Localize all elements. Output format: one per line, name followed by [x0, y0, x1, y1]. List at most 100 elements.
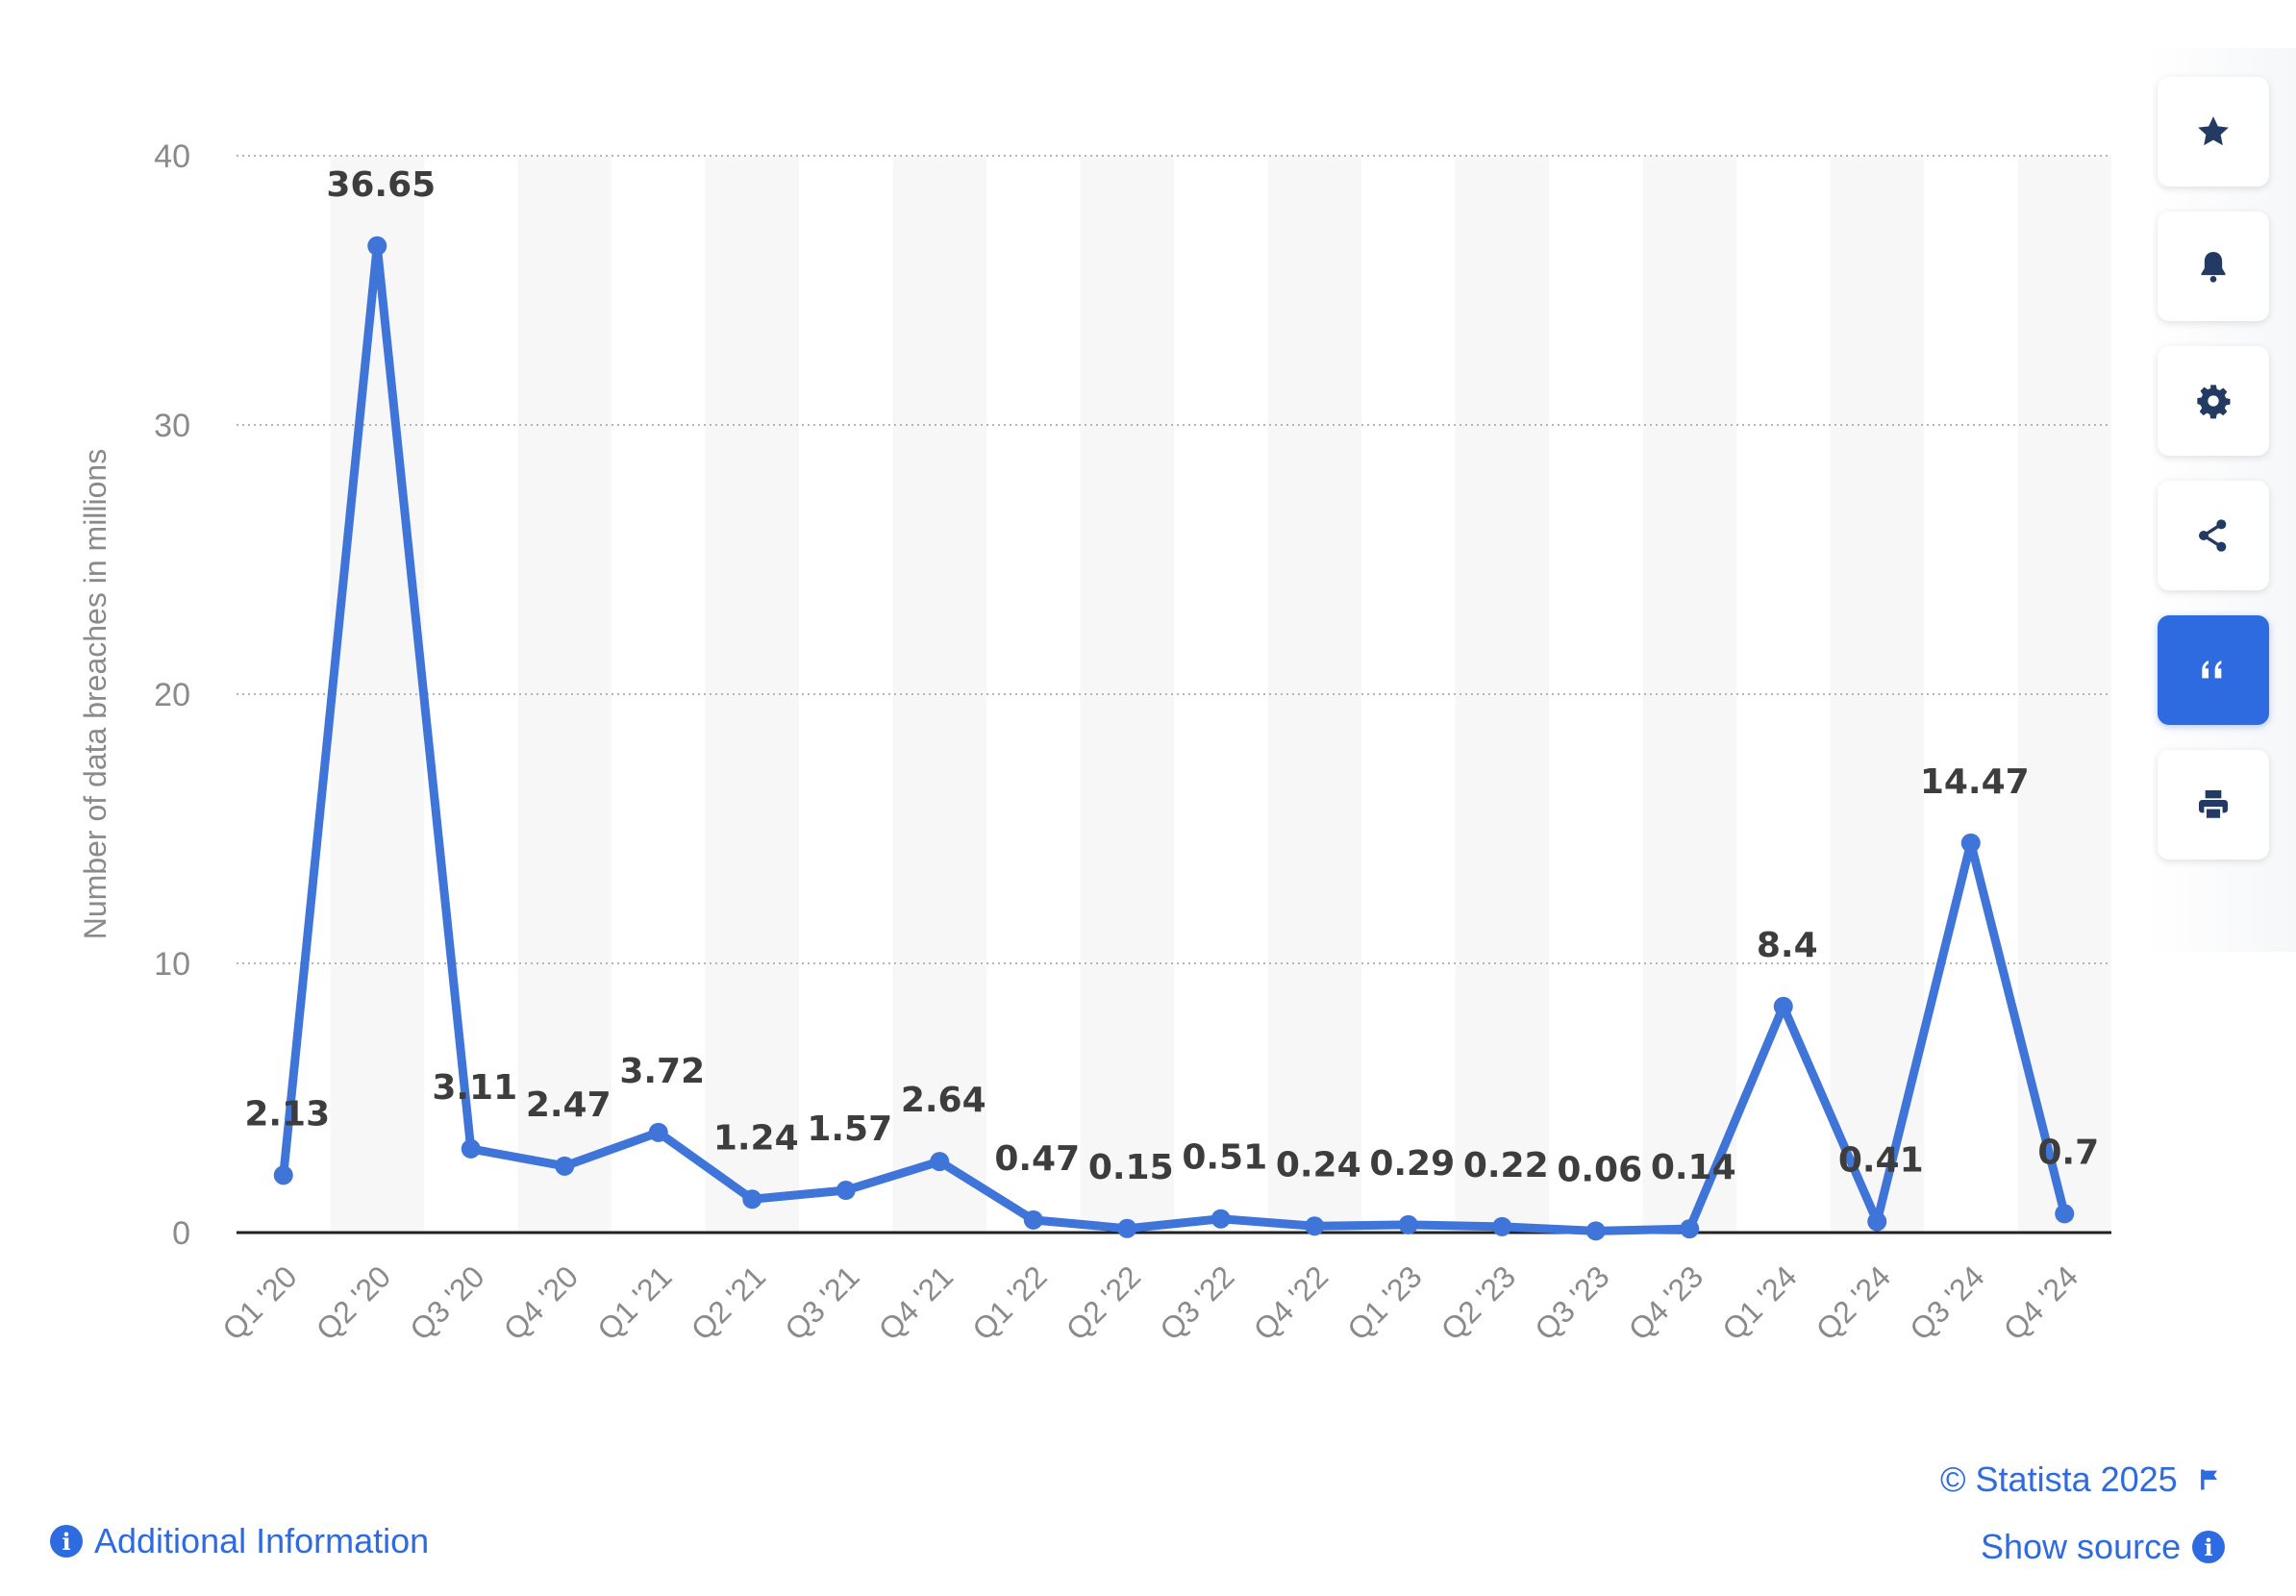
data-point[interactable]	[1210, 1209, 1231, 1229]
cite-button[interactable]	[2158, 615, 2269, 725]
x-tick-label: Q2 '20	[310, 1259, 397, 1346]
x-tick-label: Q4 '23	[1622, 1259, 1710, 1346]
data-point[interactable]	[1117, 1218, 1137, 1238]
category-band	[705, 156, 799, 1233]
printer-icon	[2199, 790, 2228, 821]
star-icon	[2198, 116, 2229, 146]
x-tick-label: Q1 '22	[965, 1259, 1053, 1346]
additional-information-text: Additional Information	[94, 1521, 430, 1560]
notification-button[interactable]	[2158, 212, 2269, 321]
x-tick-label: Q4 '20	[497, 1259, 585, 1346]
data-label: 1.24	[713, 1118, 799, 1158]
x-tick-label: Q3 '22	[1153, 1259, 1240, 1346]
y-tick-label: 30	[154, 408, 190, 444]
data-point[interactable]	[1398, 1214, 1418, 1234]
data-points	[273, 236, 2075, 1241]
data-point[interactable]	[1023, 1209, 1043, 1230]
show-source-link[interactable]: Show source i	[1981, 1527, 2226, 1567]
x-tick-label: Q2 '22	[1060, 1259, 1147, 1346]
data-point[interactable]	[1585, 1221, 1606, 1241]
data-label: 8.4	[1757, 926, 1818, 965]
y-tick-label: 0	[172, 1215, 190, 1252]
settings-button[interactable]	[2158, 346, 2269, 456]
data-point[interactable]	[1492, 1216, 1512, 1236]
x-tick-label: Q3 '20	[403, 1259, 490, 1346]
y-tick-label: 20	[154, 677, 190, 713]
data-label: 14.47	[1920, 762, 2030, 802]
data-point[interactable]	[2055, 1204, 2075, 1224]
data-point[interactable]	[742, 1189, 762, 1209]
x-tick-label: Q3 '24	[1903, 1259, 1990, 1346]
data-label: 0.29	[1369, 1144, 1455, 1184]
show-source-text: Show source	[1981, 1527, 2182, 1566]
data-label: 0.06	[1557, 1150, 1642, 1189]
data-label: 0.15	[1088, 1148, 1174, 1187]
data-label: 1.57	[807, 1110, 892, 1149]
y-axis-title: Number of data breaches in millions	[78, 449, 112, 939]
data-point[interactable]	[461, 1138, 481, 1159]
x-tick-label: Q2 '23	[1435, 1259, 1522, 1346]
data-point[interactable]	[930, 1152, 950, 1172]
x-tick-label: Q1 '23	[1340, 1259, 1428, 1346]
data-label: 2.13	[244, 1094, 330, 1134]
category-band	[330, 156, 424, 1233]
x-tick-label: Q1 '24	[1715, 1259, 1803, 1346]
share-icon	[2199, 519, 2227, 552]
x-tick-label: Q4 '21	[872, 1259, 960, 1346]
data-point[interactable]	[1867, 1211, 1887, 1232]
data-label: 2.64	[901, 1081, 986, 1120]
quote-icon	[2202, 661, 2222, 679]
data-label: 0.14	[1651, 1148, 1736, 1187]
data-label: 0.41	[1838, 1141, 1924, 1181]
y-axis-ticks: 0 10 20 30 40	[154, 138, 190, 1252]
x-tick-label: Q1 '21	[590, 1259, 678, 1346]
print-button[interactable]	[2158, 750, 2269, 860]
info-icon: i	[50, 1525, 83, 1558]
data-point[interactable]	[1960, 833, 1981, 853]
series-line	[279, 241, 2069, 1235]
info-icon: i	[2192, 1531, 2226, 1563]
x-tick-label: Q3 '21	[778, 1259, 865, 1346]
x-tick-label: Q2 '21	[685, 1259, 772, 1346]
data-label: 36.65	[326, 165, 436, 205]
x-tick-label: Q4 '24	[1997, 1259, 2084, 1346]
x-tick-label: Q1 '20	[215, 1259, 303, 1346]
data-label: 0.7	[2037, 1133, 2099, 1172]
copyright-link[interactable]: © Statista 2025	[1940, 1459, 2224, 1500]
additional-information-link[interactable]: i Additional Information	[50, 1521, 429, 1561]
data-point[interactable]	[1305, 1216, 1325, 1236]
gridlines	[237, 155, 2111, 964]
data-label: 0.22	[1463, 1146, 1549, 1185]
alternating-bands	[330, 156, 2111, 1233]
bell-icon	[2201, 252, 2226, 283]
data-point[interactable]	[836, 1181, 856, 1201]
x-tick-label: Q2 '24	[1809, 1259, 1897, 1346]
data-label: 0.24	[1276, 1145, 1361, 1185]
category-band	[1455, 156, 1549, 1233]
data-label: 0.51	[1182, 1138, 1267, 1178]
data-label: 3.11	[432, 1068, 517, 1108]
data-point[interactable]	[1773, 996, 1793, 1016]
favorite-button[interactable]	[2158, 77, 2269, 187]
data-label: 3.72	[619, 1052, 705, 1091]
x-axis-ticks: Q1 '20 Q2 '20 Q3 '20 Q4 '20 Q1 '21 Q2 '21 Q3 '…	[215, 1259, 2084, 1346]
flag-icon	[2200, 1469, 2217, 1490]
data-point[interactable]	[555, 1156, 575, 1176]
y-tick-label: 10	[154, 946, 190, 983]
x-tick-label: Q4 '22	[1247, 1259, 1335, 1346]
category-band	[1830, 156, 1924, 1233]
data-point[interactable]	[648, 1122, 668, 1142]
data-point[interactable]	[367, 236, 387, 256]
chart-toolbar	[2158, 77, 2269, 885]
data-label: 2.47	[526, 1085, 611, 1125]
gear-icon	[2197, 385, 2231, 419]
x-tick-label: Q3 '23	[1528, 1259, 1615, 1346]
copyright-text: © Statista 2025	[1940, 1459, 2178, 1499]
category-band	[1080, 156, 1174, 1233]
share-button[interactable]	[2158, 481, 2269, 590]
data-point[interactable]	[273, 1165, 293, 1185]
data-point[interactable]	[1680, 1219, 1700, 1239]
data-label: 0.47	[994, 1139, 1080, 1179]
